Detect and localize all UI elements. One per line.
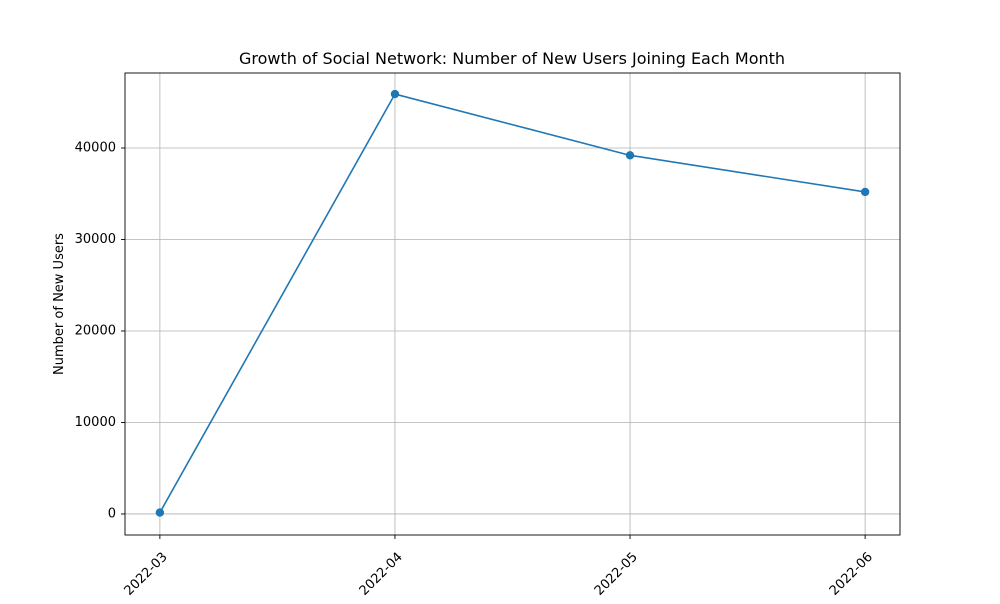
- plot-frame: [124, 72, 901, 536]
- axes-layer: [124, 72, 901, 536]
- series-line: [159, 93, 866, 513]
- y-tick-label: 20000: [75, 323, 116, 338]
- y-tick-label: 30000: [75, 232, 116, 247]
- data-point: [860, 187, 870, 197]
- y-tick-label: 40000: [75, 141, 116, 156]
- y-axis-label: Number of New Users: [52, 233, 67, 375]
- grid-layer: [125, 73, 900, 535]
- y-tick-label: 10000: [75, 415, 116, 430]
- data-point: [155, 508, 165, 517]
- series-layer: [155, 89, 870, 517]
- data-point: [625, 151, 635, 160]
- y-tick-label: 0: [108, 506, 116, 521]
- data-point: [390, 89, 400, 99]
- chart-title: Growth of Social Network: Number of New …: [239, 49, 785, 68]
